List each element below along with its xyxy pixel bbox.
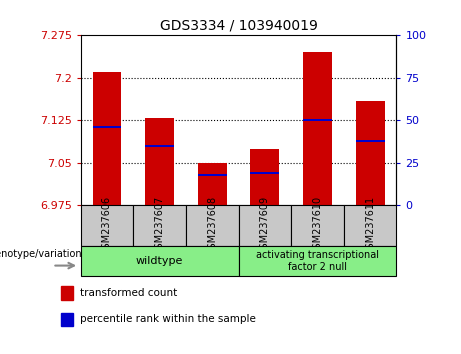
Title: GDS3334 / 103940019: GDS3334 / 103940019: [160, 19, 318, 33]
Bar: [356, 101, 384, 205]
Bar: [61, 313, 73, 326]
Bar: [145, 145, 174, 147]
Text: GSM237607: GSM237607: [154, 196, 165, 255]
Bar: [250, 172, 279, 174]
Text: transformed count: transformed count: [80, 288, 177, 298]
Bar: [93, 72, 121, 205]
Bar: [133, 205, 186, 246]
Bar: [344, 205, 396, 246]
Text: GSM237606: GSM237606: [102, 196, 112, 255]
Text: percentile rank within the sample: percentile rank within the sample: [80, 314, 255, 325]
Bar: [239, 246, 396, 276]
Text: activating transcriptional
factor 2 null: activating transcriptional factor 2 null: [256, 250, 379, 272]
Bar: [303, 52, 332, 205]
Text: GSM237610: GSM237610: [313, 196, 323, 255]
Bar: [239, 205, 291, 246]
Bar: [198, 173, 227, 176]
Text: GSM237611: GSM237611: [365, 196, 375, 255]
Bar: [81, 246, 239, 276]
Text: GSM237609: GSM237609: [260, 196, 270, 255]
Bar: [81, 205, 133, 246]
Bar: [291, 205, 344, 246]
Bar: [356, 139, 384, 142]
Bar: [250, 149, 279, 205]
Bar: [61, 286, 73, 300]
Bar: [186, 205, 239, 246]
Text: GSM237608: GSM237608: [207, 196, 217, 255]
Bar: [303, 119, 332, 121]
Text: genotype/variation: genotype/variation: [0, 249, 83, 258]
Bar: [93, 126, 121, 128]
Bar: [198, 163, 227, 205]
Bar: [145, 118, 174, 205]
Text: wildtype: wildtype: [136, 256, 183, 266]
